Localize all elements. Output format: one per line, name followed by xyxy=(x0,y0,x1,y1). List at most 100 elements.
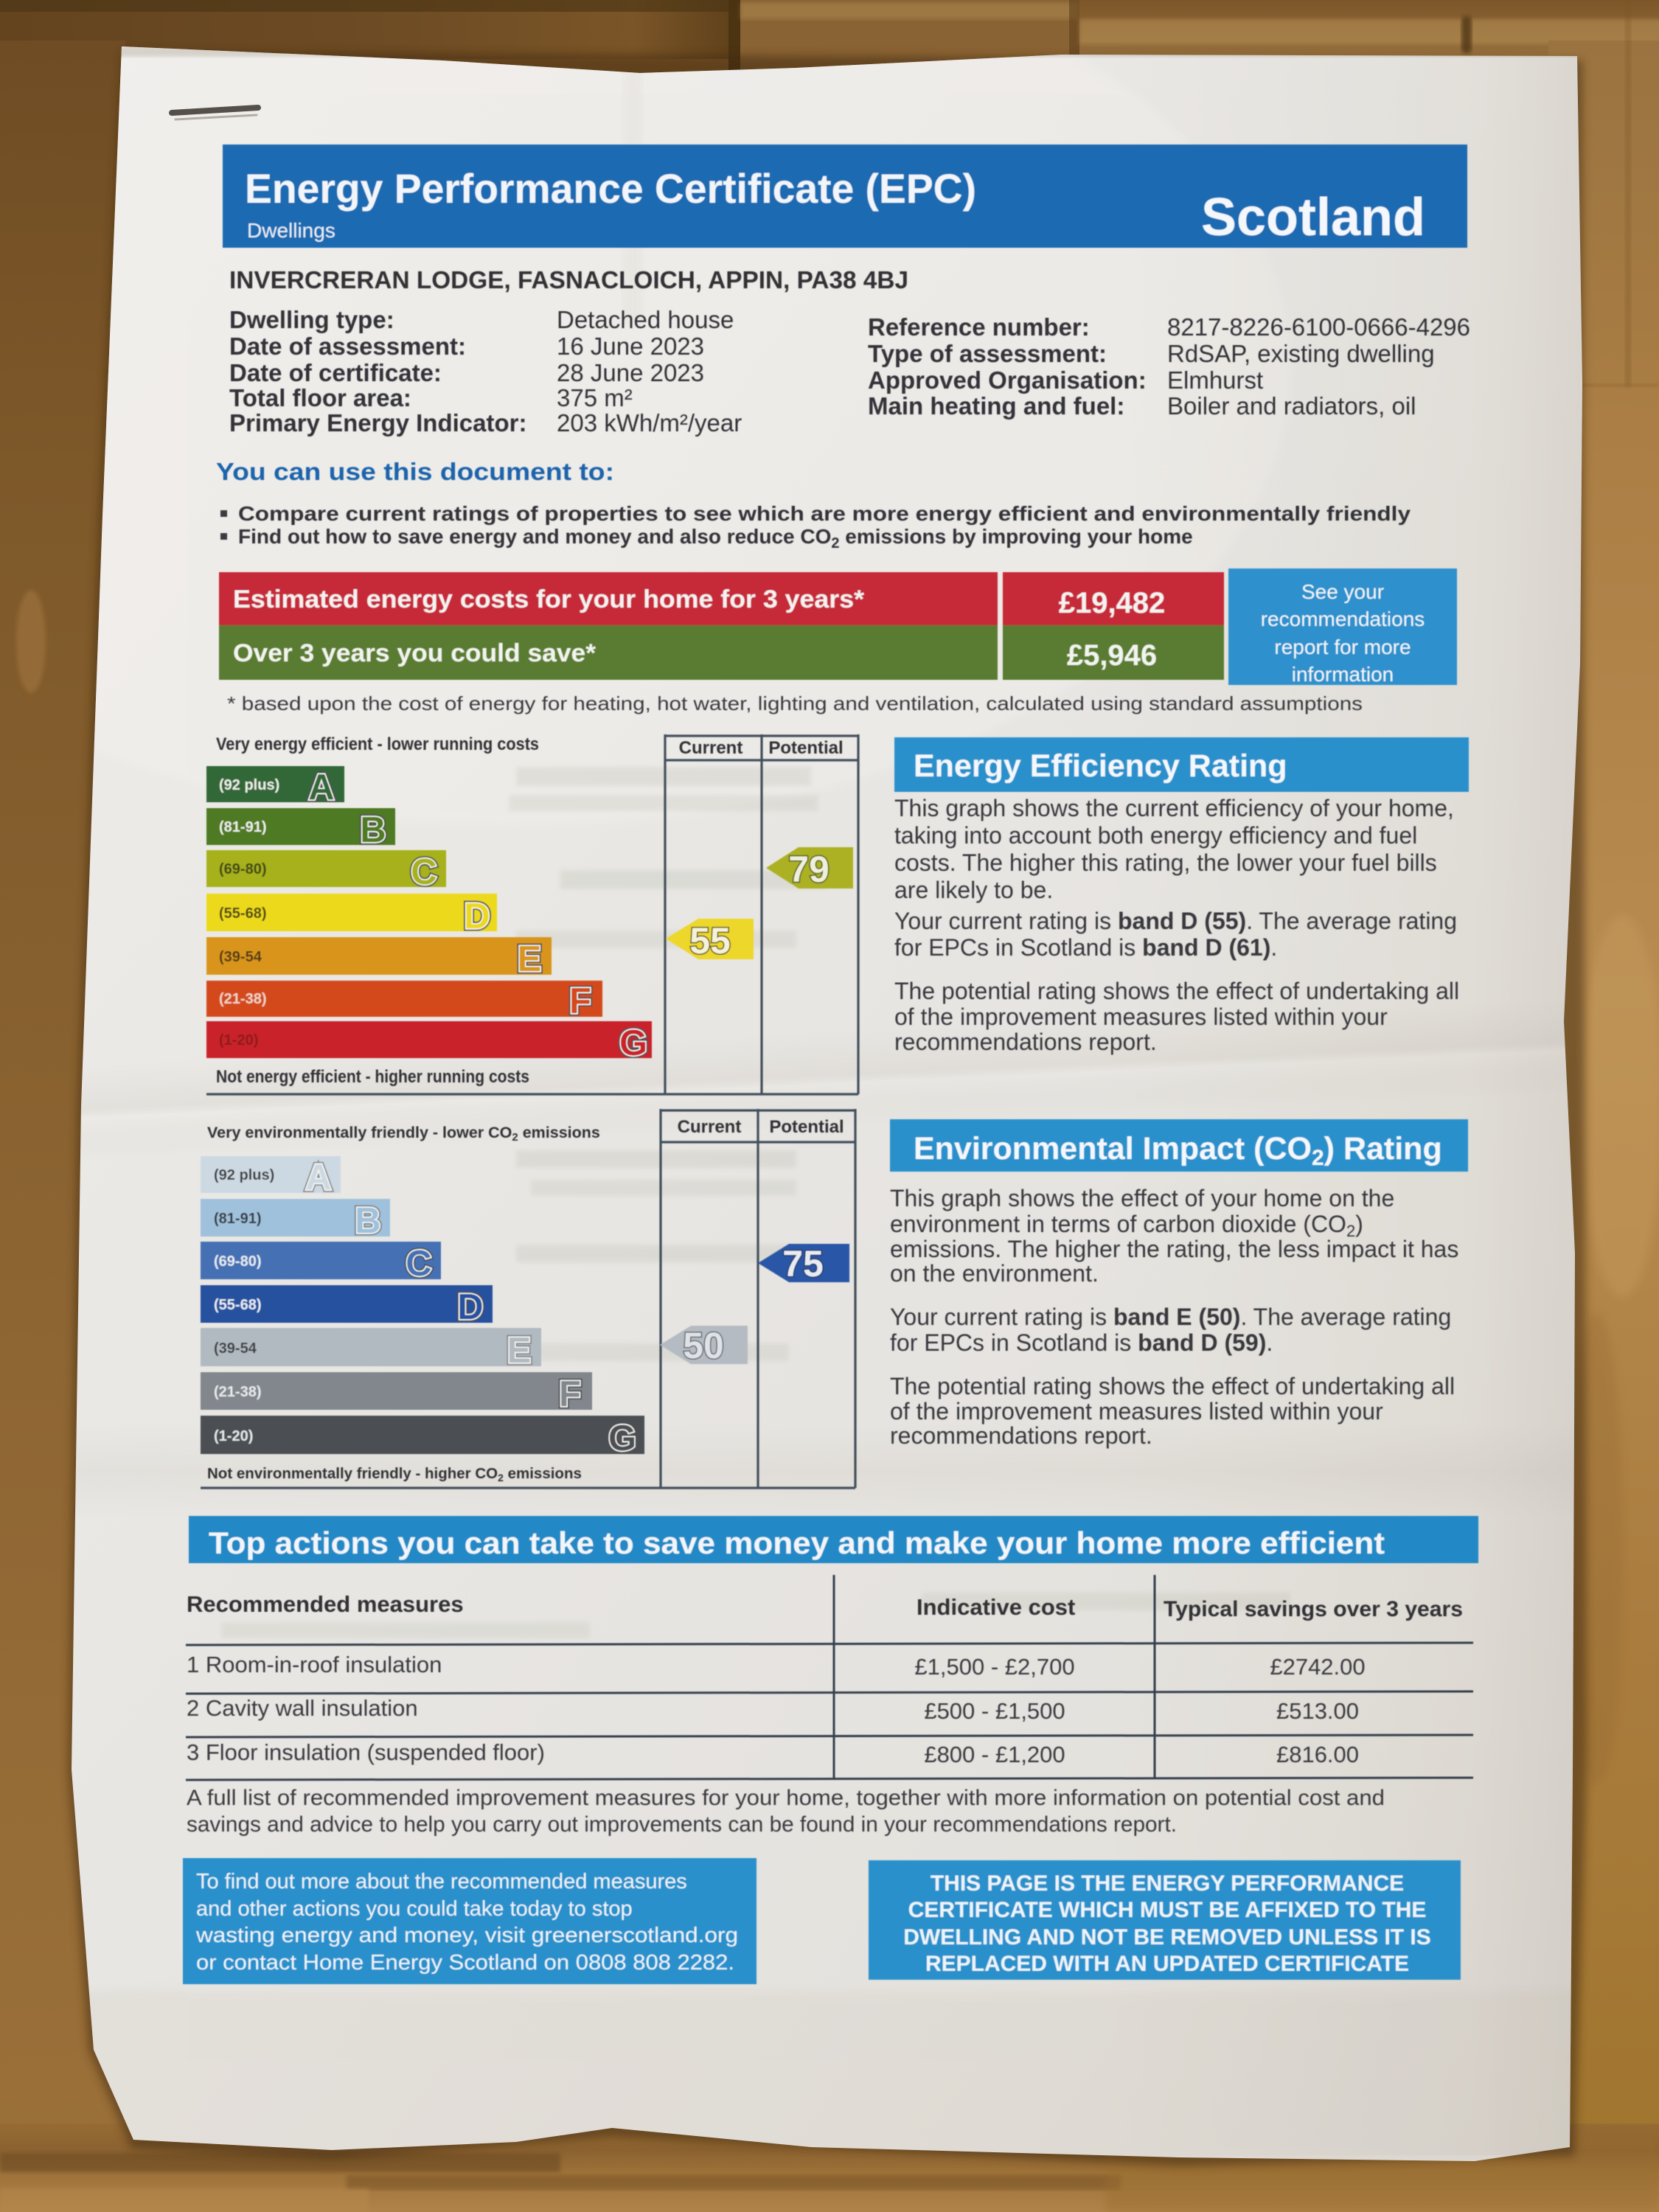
svg-text:Boiler and radiators, oil: Boiler and radiators, oil xyxy=(1167,392,1416,420)
svg-text:Potential: Potential xyxy=(768,738,843,758)
svg-text:(69-80): (69-80) xyxy=(214,1253,261,1270)
svg-text:A full list of recommended imp: A full list of recommended improvement m… xyxy=(187,1786,1385,1810)
svg-text:of the improvement measures li: of the improvement measures listed withi… xyxy=(894,1004,1388,1030)
svg-text:emissions. The higher the rati: emissions. The higher the rating, the le… xyxy=(890,1236,1458,1262)
svg-text:(55-68): (55-68) xyxy=(214,1297,261,1313)
svg-text:REPLACED WITH AN UPDATED CERTI: REPLACED WITH AN UPDATED CERTIFICATE xyxy=(925,1952,1409,1976)
svg-text:costs. The higher this rating,: costs. The higher this rating, the lower… xyxy=(894,849,1437,876)
svg-text:F: F xyxy=(569,981,591,1021)
svg-text:Not energy efficient - higher: Not energy efficient - higher running co… xyxy=(216,1067,529,1087)
svg-text:50: 50 xyxy=(683,1325,724,1366)
svg-text:* based upon the cost of energ: * based upon the cost of energy for heat… xyxy=(227,692,1363,714)
svg-text:3 Floor insulation (suspended: 3 Floor insulation (suspended floor) xyxy=(187,1739,545,1765)
svg-text:Estimated energy costs for you: Estimated energy costs for your home for… xyxy=(233,585,865,613)
svg-text:(69-80): (69-80) xyxy=(219,861,266,877)
svg-text:Your current rating is band E: Your current rating is band E (50). The … xyxy=(890,1304,1451,1330)
svg-text:Potential: Potential xyxy=(769,1117,844,1137)
svg-text:Environmental Impact (CO2) Rat: Environmental Impact (CO2) Rating xyxy=(914,1131,1442,1170)
svg-text:Reference number:: Reference number: xyxy=(868,313,1090,341)
svg-text:recommendations: recommendations xyxy=(1261,608,1425,630)
svg-text:information: information xyxy=(1292,663,1394,686)
svg-text:(21-38): (21-38) xyxy=(214,1384,261,1400)
svg-text:16 June 2023: 16 June 2023 xyxy=(557,333,704,360)
svg-text:Not environmentally friendly -: Not environmentally friendly - higher CO… xyxy=(207,1465,582,1484)
svg-text:Dwellings: Dwellings xyxy=(247,219,335,242)
svg-text:Current: Current xyxy=(678,1117,742,1137)
svg-text:203 kWh/m²/year: 203 kWh/m²/year xyxy=(557,409,742,437)
svg-text:D: D xyxy=(464,897,490,936)
svg-text:THIS PAGE IS THE ENERGY PERFOR: THIS PAGE IS THE ENERGY PERFORMANCE xyxy=(931,1871,1404,1896)
svg-text:recommendations report.: recommendations report. xyxy=(894,1029,1157,1055)
svg-text:F: F xyxy=(559,1374,581,1414)
svg-text:B: B xyxy=(355,1201,380,1241)
svg-text:RdSAP, existing dwelling: RdSAP, existing dwelling xyxy=(1167,340,1435,367)
svg-text:£19,482: £19,482 xyxy=(1059,587,1166,619)
svg-text:for EPCs in Scotland is band D: for EPCs in Scotland is band D (59). xyxy=(890,1329,1273,1356)
svg-text:A: A xyxy=(305,1158,331,1197)
svg-text:taking into account both energ: taking into account both energy efficien… xyxy=(894,822,1417,849)
svg-text:Energy Efficiency Rating: Energy Efficiency Rating xyxy=(914,748,1287,784)
svg-text:(81-91): (81-91) xyxy=(214,1211,261,1227)
svg-text:Your current rating is band D: Your current rating is band D (55). The … xyxy=(894,908,1457,934)
svg-text:A: A xyxy=(305,1158,331,1197)
svg-text:wasting energy and money, visi: wasting energy and money, visit greeners… xyxy=(195,1924,738,1947)
svg-text:and other actions you could ta: and other actions you could take today t… xyxy=(196,1897,633,1921)
svg-text:375 m²: 375 m² xyxy=(557,384,633,411)
svg-text:Recommended measures: Recommended measures xyxy=(187,1591,464,1617)
svg-text:on the environment.: on the environment. xyxy=(890,1260,1099,1287)
svg-text:Dwelling type:: Dwelling type: xyxy=(229,306,394,333)
svg-text:B: B xyxy=(355,1201,380,1241)
svg-text:1 Room-in-roof insulation: 1 Room-in-roof insulation xyxy=(187,1652,442,1677)
svg-text:Very environmentally friendly: Very environmentally friendly - lower CO… xyxy=(207,1124,600,1144)
svg-text:The potential rating shows the: The potential rating shows the effect of… xyxy=(894,978,1459,1004)
svg-text:Indicative cost: Indicative cost xyxy=(917,1594,1075,1620)
svg-text:C: C xyxy=(406,1244,431,1284)
svg-text:Over 3 years you could save*: Over 3 years you could save* xyxy=(233,639,597,667)
svg-text:2 Cavity wall insulation: 2 Cavity wall insulation xyxy=(187,1695,418,1721)
svg-text:£5,946: £5,946 xyxy=(1067,639,1157,672)
svg-text:(81-91): (81-91) xyxy=(219,819,266,835)
svg-text:A: A xyxy=(308,768,334,807)
svg-text:£2742.00: £2742.00 xyxy=(1270,1654,1365,1680)
svg-text:savings and advice to help you: savings and advice to help you carry out… xyxy=(187,1812,1177,1837)
svg-text:Date of assessment:: Date of assessment: xyxy=(229,333,466,360)
svg-text:Main heating and fuel:: Main heating and fuel: xyxy=(868,392,1124,420)
svg-text:D: D xyxy=(457,1287,483,1327)
svg-text:(55-68): (55-68) xyxy=(219,905,266,922)
svg-text:C: C xyxy=(411,852,437,892)
svg-text:You can use this document to:: You can use this document to: xyxy=(216,458,614,485)
svg-text:or contact Home Energy Scotlan: or contact Home Energy Scotland on 0808 … xyxy=(196,1951,734,1975)
svg-text:C: C xyxy=(406,1244,431,1284)
svg-text:79: 79 xyxy=(788,849,830,890)
svg-text:28 June 2023: 28 June 2023 xyxy=(557,359,704,386)
svg-text:Primary Energy Indicator:: Primary Energy Indicator: xyxy=(229,409,526,437)
svg-text:(39-54: (39-54 xyxy=(219,949,262,965)
svg-text:(39-54: (39-54 xyxy=(214,1340,257,1357)
svg-text:£513.00: £513.00 xyxy=(1276,1698,1359,1724)
svg-text:(92 plus): (92 plus) xyxy=(219,777,279,793)
svg-text:Scotland: Scotland xyxy=(1201,188,1425,247)
svg-text:Compare current ratings of pro: Compare current ratings of properties to… xyxy=(238,502,1411,525)
svg-text:Energy Performance Certificate: Energy Performance Certificate (EPC) xyxy=(245,165,976,212)
svg-text:(92 plus): (92 plus) xyxy=(214,1167,274,1183)
svg-text:D: D xyxy=(464,897,490,936)
svg-text:55: 55 xyxy=(689,920,731,961)
svg-text:£800 - £1,200: £800 - £1,200 xyxy=(924,1742,1065,1767)
svg-text:A: A xyxy=(308,768,334,807)
svg-text:recommendations report.: recommendations report. xyxy=(890,1422,1152,1449)
svg-text:See your: See your xyxy=(1301,580,1384,603)
svg-text:Current: Current xyxy=(679,738,743,758)
svg-text:for EPCs in Scotland is band D: for EPCs in Scotland is band D (61). xyxy=(894,934,1277,961)
svg-text:£1,500 - £2,700: £1,500 - £2,700 xyxy=(914,1654,1074,1680)
svg-text:C: C xyxy=(411,852,437,892)
svg-text:B: B xyxy=(360,810,386,850)
svg-text:(1-20): (1-20) xyxy=(219,1032,258,1048)
svg-text:The potential rating shows the: The potential rating shows the effect of… xyxy=(890,1373,1455,1399)
svg-text:are likely to be.: are likely to be. xyxy=(894,877,1053,903)
svg-text:G: G xyxy=(619,1023,647,1063)
svg-text:Approved Organisation:: Approved Organisation: xyxy=(868,366,1147,394)
svg-text:Date of certificate:: Date of certificate: xyxy=(229,359,442,386)
svg-text:G: G xyxy=(608,1419,636,1458)
svg-text:F: F xyxy=(569,981,591,1021)
svg-text:environment in terms of carbon: environment in terms of carbon dioxide (… xyxy=(890,1211,1363,1240)
